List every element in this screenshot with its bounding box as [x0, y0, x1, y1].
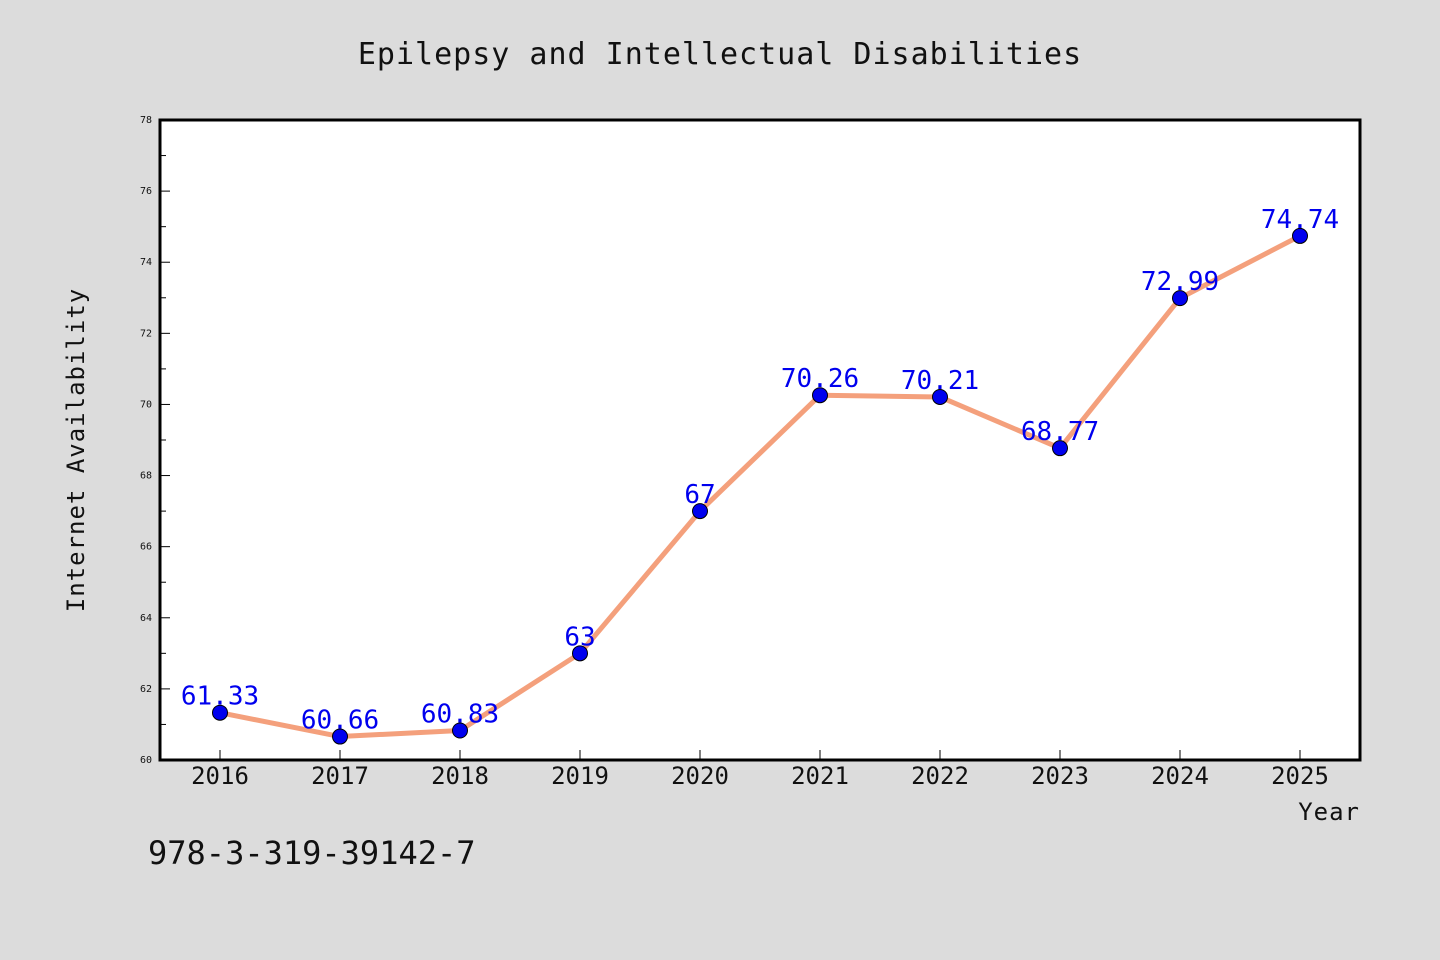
data-point — [1172, 290, 1188, 307]
data-point — [332, 728, 348, 745]
y-tick-label: 60 — [140, 755, 152, 766]
x-tick-label: 2023 — [1031, 762, 1089, 790]
data-point — [572, 645, 588, 662]
data-point — [692, 503, 708, 520]
data-label: 74.74 — [1261, 205, 1339, 235]
plot-area — [158, 118, 1362, 762]
data-label: 72.99 — [1141, 267, 1219, 297]
x-tick-label: 2021 — [791, 762, 849, 790]
data-label: 60.83 — [421, 699, 499, 729]
y-tick-label: 76 — [140, 186, 152, 197]
data-point — [212, 704, 228, 721]
data-point — [1052, 440, 1068, 457]
series-group: 61.33 60.66 60.83 63 67 70.26 70.21 68.77 72.99 7… — [181, 205, 1339, 745]
y-tick-label: 68 — [140, 471, 152, 482]
data-label: 70.21 — [901, 366, 979, 396]
data-label: 67 — [684, 480, 715, 510]
x-tick-label: 2020 — [671, 762, 729, 790]
y-tick-label: 62 — [140, 684, 152, 695]
y-axis-label: Internet Availability — [62, 288, 90, 612]
y-tick-label: 78 — [140, 115, 152, 126]
data-point — [1292, 227, 1308, 244]
data-label: 61.33 — [181, 682, 259, 712]
x-tick-label: 2022 — [911, 762, 969, 790]
x-tick-label: 2017 — [311, 762, 369, 790]
series-line — [217, 233, 1303, 740]
data-point — [452, 722, 468, 739]
y-tick-label: 74 — [140, 257, 152, 268]
data-point — [812, 387, 828, 404]
x-tick-label: 2019 — [551, 762, 609, 790]
y-tick-label: 72 — [140, 328, 152, 339]
y-tick-label: 64 — [140, 613, 152, 624]
x-axis-label: Year — [1298, 798, 1360, 826]
data-point — [932, 388, 948, 405]
y-tick-label: 66 — [140, 542, 152, 553]
data-label: 63 — [564, 622, 595, 652]
isbn-annotation: 978-3-319-39142-7 — [148, 834, 476, 872]
x-tick-label: 2018 — [431, 762, 489, 790]
y-axis: 60 62 64 66 68 70 72 74 76 78 — [140, 115, 170, 766]
x-axis: 2016 2017 2018 2019 2020 2021 2022 2023 2024 2025 — [191, 750, 1329, 790]
data-label: 70.26 — [781, 364, 859, 394]
data-label: 68.77 — [1021, 417, 1099, 447]
data-label: 60.66 — [301, 706, 379, 736]
x-tick-label: 2025 — [1271, 762, 1329, 790]
x-tick-label: 2024 — [1151, 762, 1209, 790]
x-tick-label: 2016 — [191, 762, 249, 790]
chart-title: Epilepsy and Intellectual Disabilities — [358, 37, 1082, 72]
y-tick-label: 70 — [140, 399, 152, 410]
